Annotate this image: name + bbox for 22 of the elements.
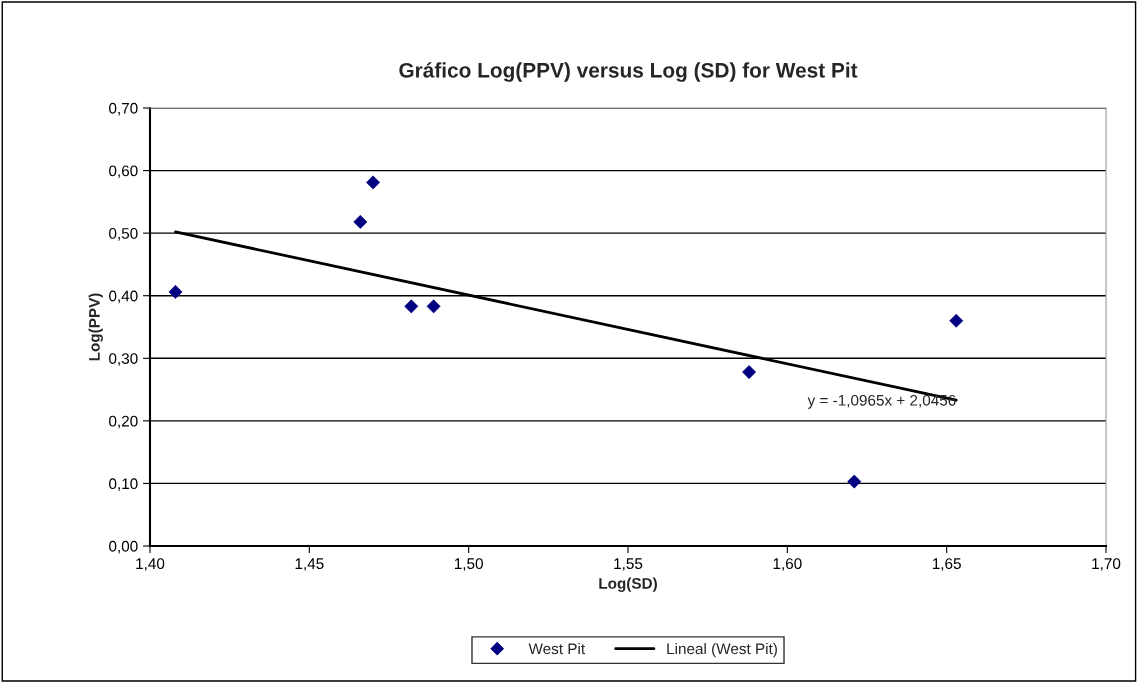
y-tick-label: 0,70 bbox=[109, 102, 138, 116]
point bbox=[353, 214, 368, 229]
legend-label: West Pit bbox=[528, 642, 586, 655]
y-tick-label: 0,60 bbox=[109, 165, 138, 179]
annotation: y = -1,0965x + 2,0456 bbox=[807, 394, 956, 409]
x-tick-label: 1,70 bbox=[1092, 558, 1121, 571]
y-tick-label: 0,40 bbox=[109, 290, 138, 304]
x-tick-label: 1,50 bbox=[454, 558, 483, 571]
x-tick-label: 1,55 bbox=[614, 558, 643, 571]
y-axis-title: Log(PPV) bbox=[88, 293, 103, 361]
x-axis-title: Log(SD) bbox=[599, 577, 657, 592]
y-tick-label: 0,20 bbox=[109, 415, 138, 429]
legend-label: Lineal (West Pit) bbox=[667, 642, 777, 658]
y-tick-label: 0,50 bbox=[109, 228, 138, 241]
y-tick-label: 0,00 bbox=[109, 540, 138, 554]
x-tick-label: 1,40 bbox=[136, 558, 165, 571]
y-tick-label: 0,10 bbox=[109, 478, 138, 491]
x-tick-label: 1,65 bbox=[932, 558, 961, 571]
x-tick-label: 1,45 bbox=[295, 558, 324, 571]
x-tick-label: 1,60 bbox=[773, 558, 802, 571]
chart-title: Gráfico Log(PPV) versus Log (SD) for West Pit bbox=[399, 62, 858, 82]
y-tick-label: 0,30 bbox=[109, 353, 138, 366]
